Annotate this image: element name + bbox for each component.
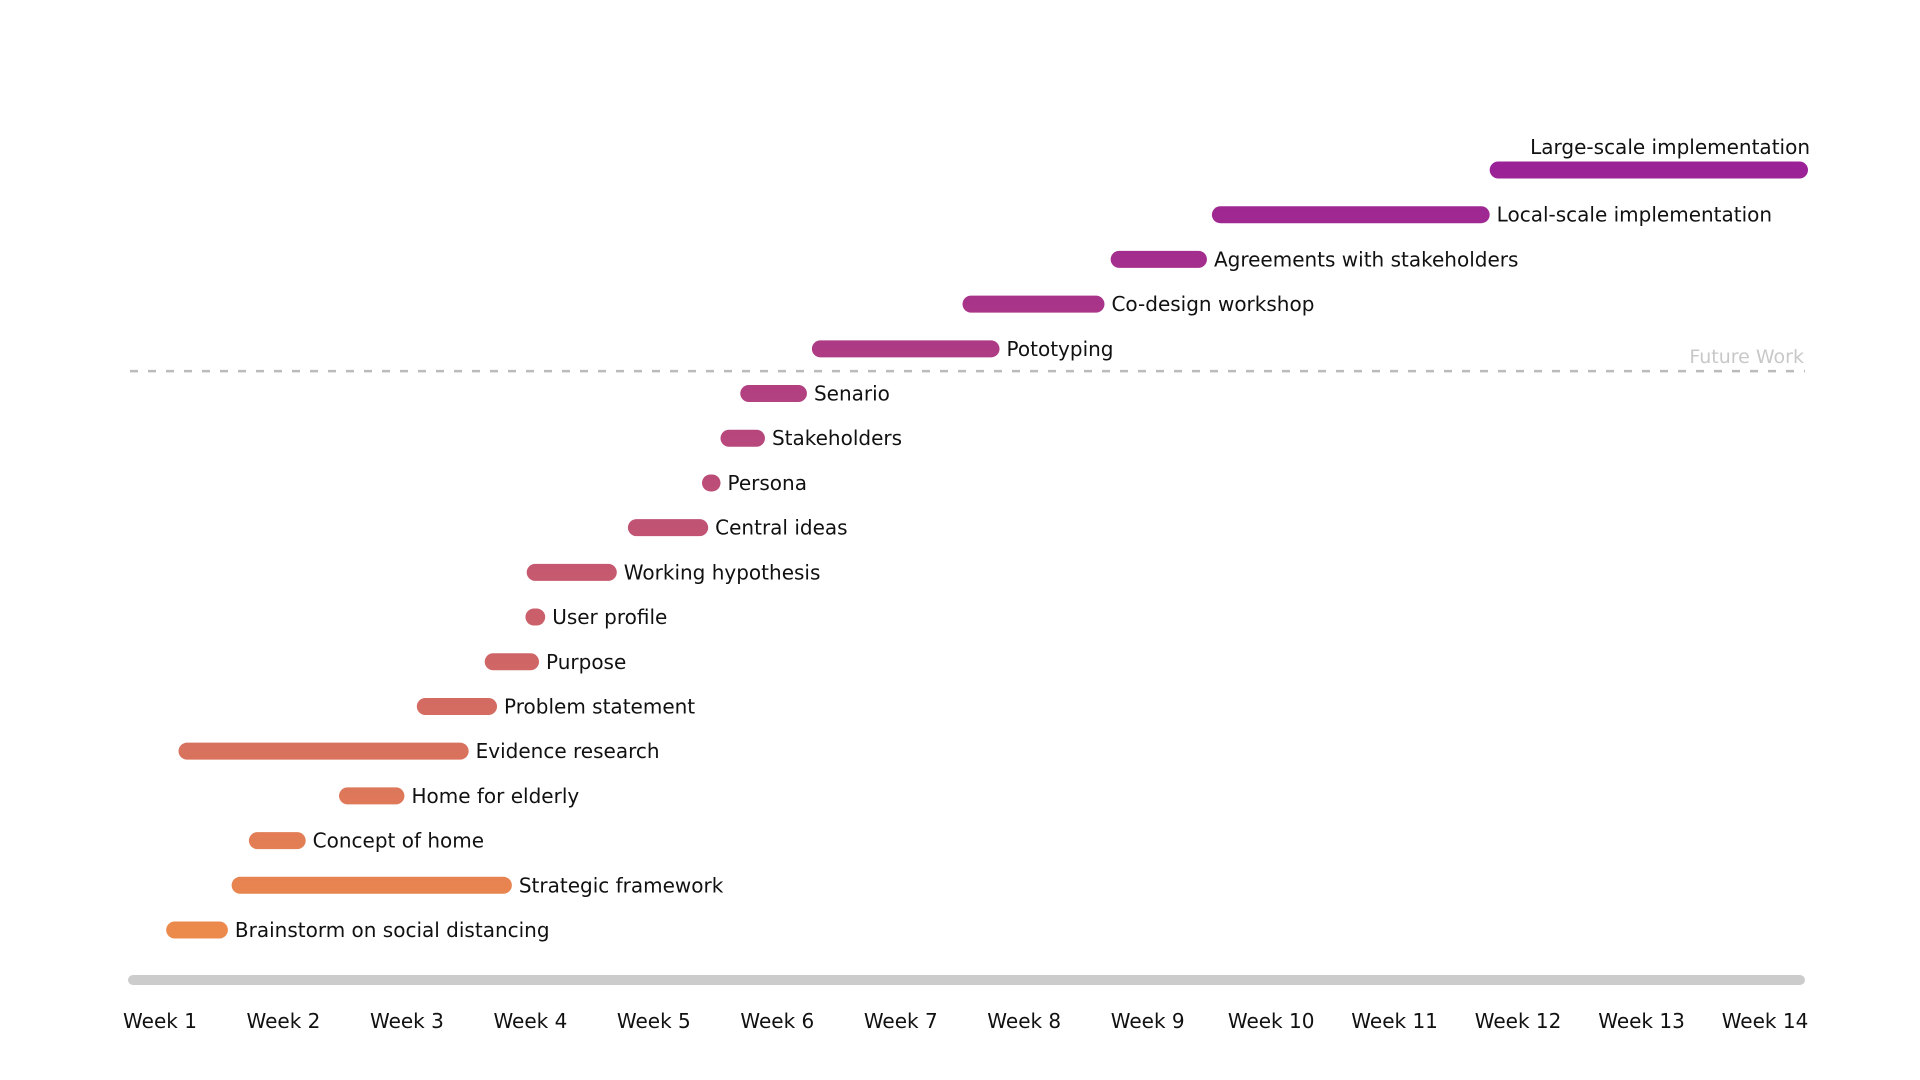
week-tick-label: Week 7 xyxy=(864,1009,938,1033)
week-tick-label: Week 9 xyxy=(1111,1009,1185,1033)
task-label: Large-scale implementation xyxy=(1530,135,1810,159)
week-tick-label: Week 6 xyxy=(740,1009,814,1033)
task-labels: Brainstorm on social distancing Strategic… xyxy=(235,135,1810,942)
task-bar xyxy=(248,832,306,850)
task-label: Purpose xyxy=(546,650,626,674)
task-bar xyxy=(811,340,1000,358)
task-bar xyxy=(701,474,721,492)
task-label: Central ideas xyxy=(715,516,847,540)
task-bar xyxy=(1489,161,1808,179)
task-bar xyxy=(231,876,512,894)
task-label: Agreements with stakeholders xyxy=(1214,247,1518,271)
task-bar xyxy=(484,653,540,671)
task-label: Pototyping xyxy=(1007,337,1114,361)
week-tick-label: Week 13 xyxy=(1598,1009,1685,1033)
task-bar xyxy=(166,921,228,939)
task-label: Concept of home xyxy=(313,829,484,853)
task-bar xyxy=(339,787,405,805)
task-label: Problem statement xyxy=(504,694,695,718)
week-tick-label: Week 3 xyxy=(370,1009,444,1033)
task-label: Senario xyxy=(814,382,890,406)
week-tick-labels: Week 1 Week 2 Week 3 Week 4 Week 5 Week 6 Week… xyxy=(123,1009,1808,1033)
week-tick-label: Week 11 xyxy=(1351,1009,1438,1033)
week-tick-label: Week 10 xyxy=(1228,1009,1315,1033)
task-bar xyxy=(526,563,617,581)
week-tick-label: Week 14 xyxy=(1722,1009,1809,1033)
future-work-label: Future Work xyxy=(1689,346,1804,368)
task-bar xyxy=(416,697,498,715)
task-bar xyxy=(720,429,765,447)
task-bars xyxy=(166,161,1808,939)
task-bar xyxy=(178,742,469,760)
task-label: Home for elderly xyxy=(411,784,579,808)
task-label: Working hypothesis xyxy=(624,560,821,584)
task-bar xyxy=(740,385,807,403)
task-bar xyxy=(525,608,546,626)
task-label: Brainstorm on social distancing xyxy=(235,918,550,942)
task-label: User profile xyxy=(552,605,667,629)
week-tick-label: Week 8 xyxy=(987,1009,1061,1033)
task-label: Co-design workshop xyxy=(1111,292,1314,316)
task-label: Evidence research xyxy=(476,739,660,763)
task-label: Strategic framework xyxy=(519,873,724,897)
task-bar xyxy=(1110,250,1207,268)
task-label: Stakeholders xyxy=(772,426,902,450)
task-label: Persona xyxy=(728,471,807,495)
task-bar xyxy=(627,519,709,537)
task-bar xyxy=(962,295,1105,313)
task-bar xyxy=(1211,206,1490,224)
week-tick-label: Week 1 xyxy=(123,1009,197,1033)
week-tick-label: Week 5 xyxy=(617,1009,691,1033)
week-tick-label: Week 4 xyxy=(493,1009,567,1033)
week-tick-label: Week 12 xyxy=(1475,1009,1562,1033)
task-label: Local-scale implementation xyxy=(1497,203,1772,227)
week-tick-label: Week 2 xyxy=(247,1009,321,1033)
